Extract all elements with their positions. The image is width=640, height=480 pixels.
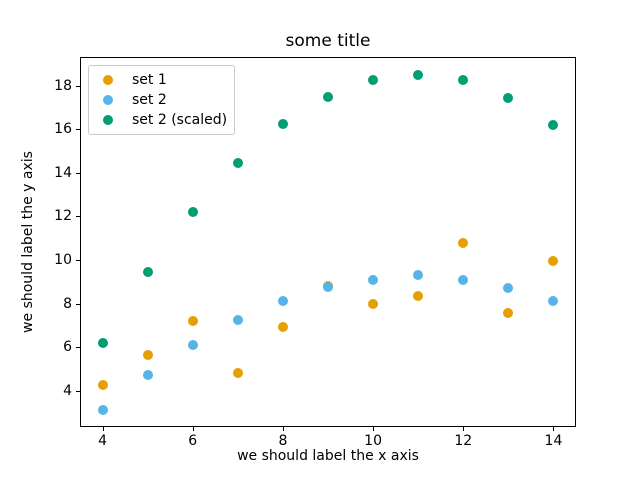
- legend-item-set2-scaled: set 2 (scaled): [98, 110, 228, 130]
- legend: set 1 set 2 set 2 (scaled): [88, 65, 235, 135]
- scatter-point-series3: [142, 266, 153, 277]
- set2-scaled-marker-icon: [103, 115, 113, 125]
- scatter-point-series2: [458, 274, 469, 285]
- scatter-point-series3: [548, 119, 559, 130]
- scatter-point-series2: [413, 270, 424, 281]
- scatter-point-series3: [368, 75, 379, 86]
- y-tick-label: 16: [54, 121, 72, 138]
- scatter-point-series2: [368, 274, 379, 285]
- scatter-point-series1: [413, 290, 424, 301]
- legend-item-set2: set 2: [98, 90, 226, 110]
- legend-label-set2: set 2: [132, 92, 167, 108]
- scatter-point-series3: [503, 92, 514, 103]
- x-tick: [192, 427, 194, 431]
- scatter-point-series1: [97, 380, 108, 391]
- y-tick-label: 14: [54, 164, 72, 181]
- chart-title: some title: [285, 31, 371, 51]
- y-axis-label: we should label the y axis: [20, 151, 36, 333]
- scatter-point-series3: [97, 337, 108, 348]
- x-tick-label: 12: [454, 433, 473, 449]
- y-tick: [76, 303, 80, 305]
- y-tick: [76, 129, 80, 131]
- y-tick: [76, 85, 80, 87]
- scatter-point-series3: [232, 158, 243, 169]
- x-tick: [553, 427, 555, 431]
- scatter-point-series3: [458, 75, 469, 86]
- scatter-point-series1: [548, 256, 559, 267]
- y-tick-label: 12: [54, 208, 72, 225]
- scatter-point-series2: [548, 296, 559, 307]
- y-tick: [76, 172, 80, 174]
- y-tick: [76, 216, 80, 218]
- scatter-point-series2: [187, 339, 198, 350]
- scatter-point-series1: [142, 349, 153, 360]
- x-tick: [373, 427, 375, 431]
- y-tick-label: 8: [63, 295, 72, 312]
- y-tick: [76, 390, 80, 392]
- scatter-point-series1: [187, 315, 198, 326]
- scatter-point-series2: [97, 405, 108, 416]
- y-tick-label: 4: [63, 382, 72, 399]
- y-tick-label: 6: [63, 339, 72, 356]
- legend-label-set2-scaled: set 2 (scaled): [132, 112, 228, 128]
- scatter-point-series1: [277, 322, 288, 333]
- x-tick: [282, 427, 284, 431]
- scatter-point-series3: [187, 207, 198, 218]
- scatter-point-series3: [277, 118, 288, 129]
- y-tick-label: 18: [54, 77, 72, 94]
- set2-marker-icon: [103, 95, 113, 105]
- scatter-point-series3: [323, 91, 333, 102]
- x-tick-label: 10: [364, 433, 382, 449]
- x-axis-label: we should label the x axis: [237, 448, 419, 464]
- scatter-point-series3: [413, 69, 424, 80]
- scatter-point-series2: [503, 283, 514, 294]
- x-tick-label: 14: [544, 433, 563, 449]
- y-tick-label: 10: [54, 251, 72, 268]
- scatter-point-series1: [503, 308, 514, 319]
- scatter-point-series2: [323, 282, 333, 293]
- legend-item-set1: set 1: [98, 70, 226, 90]
- y-tick: [76, 347, 80, 349]
- scatter-point-series2: [232, 314, 243, 325]
- scatter-point-series1: [368, 298, 379, 309]
- x-tick: [102, 427, 104, 431]
- scatter-point-series1: [458, 237, 469, 248]
- x-tick-label: 8: [278, 433, 288, 449]
- y-tick: [76, 259, 80, 261]
- legend-label-set1: set 1: [132, 72, 167, 88]
- scatter-point-series2: [277, 296, 288, 307]
- scatter-point-series1: [232, 368, 243, 379]
- x-tick-label: 4: [98, 433, 107, 449]
- set1-marker-icon: [103, 75, 113, 85]
- x-tick-label: 6: [188, 433, 198, 449]
- scatter-point-series2: [142, 370, 153, 381]
- x-tick: [463, 427, 465, 431]
